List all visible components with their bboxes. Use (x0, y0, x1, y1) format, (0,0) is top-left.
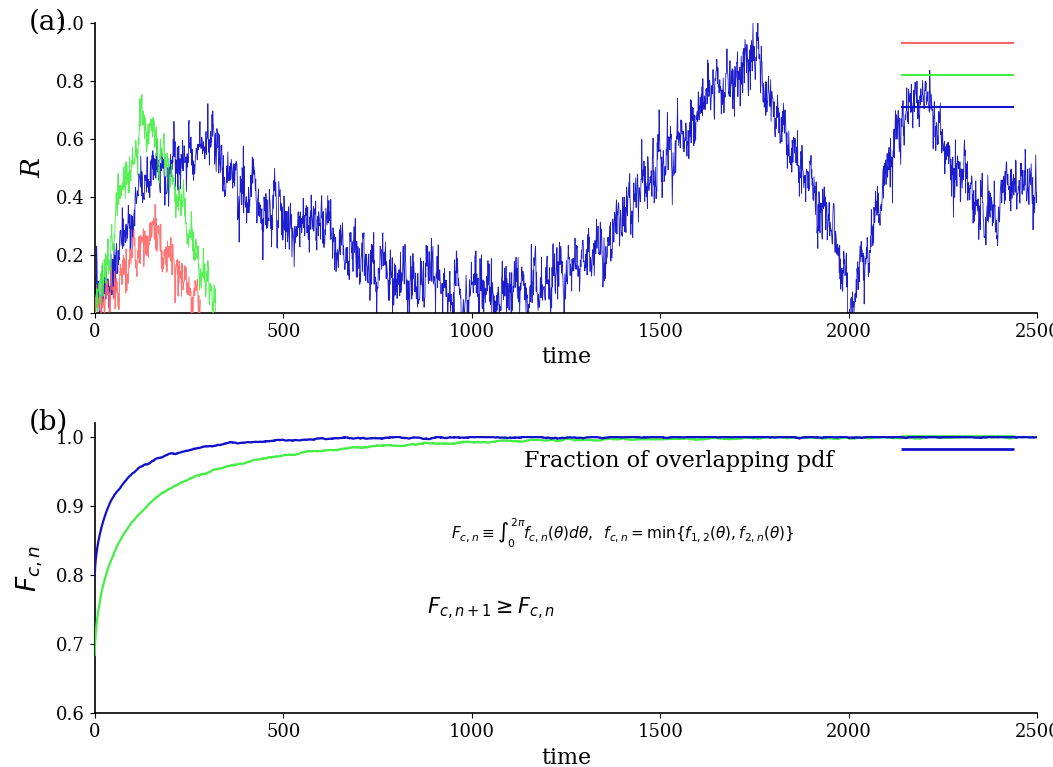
Y-axis label: R: R (20, 158, 45, 178)
Text: (a): (a) (28, 8, 67, 35)
Text: Fraction of overlapping pdf: Fraction of overlapping pdf (524, 450, 834, 472)
Text: $F_{c,n} \equiv \int_0^{2\pi} f_{c,n}(\theta)d\theta, \;\; f_{c,n} = \min\{f_{1,: $F_{c,n} \equiv \int_0^{2\pi} f_{c,n}(\t… (451, 517, 794, 550)
X-axis label: time: time (541, 347, 591, 368)
Text: (b): (b) (28, 409, 68, 436)
Y-axis label: $\mathit{F}_{c,n}$: $\mathit{F}_{c,n}$ (15, 545, 45, 592)
X-axis label: time: time (541, 746, 591, 767)
Text: $F_{c,n+1} \geq F_{c,n}$: $F_{c,n+1} \geq F_{c,n}$ (426, 596, 555, 622)
